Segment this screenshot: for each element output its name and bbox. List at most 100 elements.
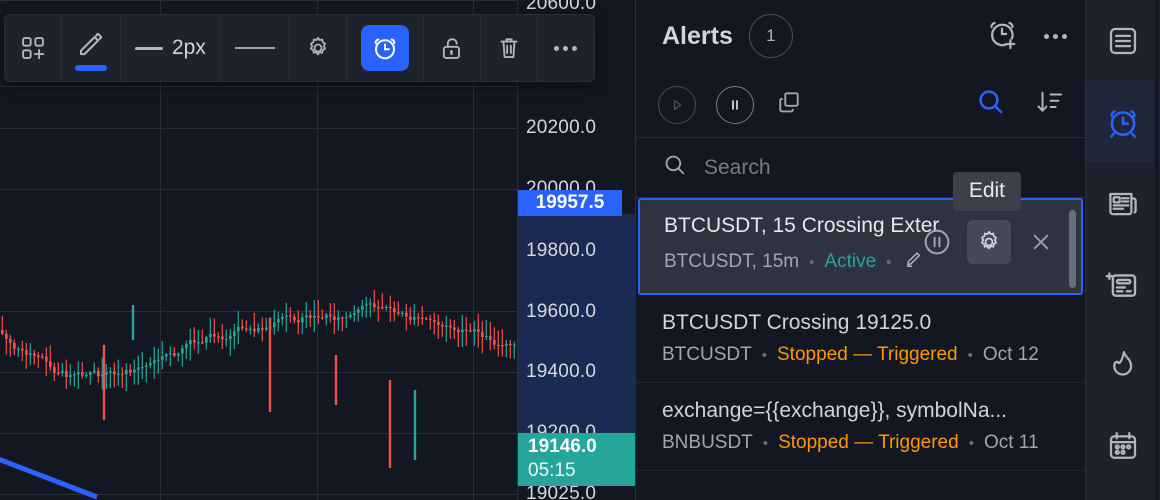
price-axis-tick: 19400.0 <box>526 361 597 382</box>
alert-list-item[interactable]: exchange={{exchange}}, symbolNa... BNBUSD… <box>636 383 1085 471</box>
alert-row-actions: Edit <box>915 172 1063 264</box>
news-icon <box>1109 192 1137 215</box>
chart-gridline-h <box>0 311 517 312</box>
alert-title: BTCUSDT Crossing 19125.0 <box>662 311 932 334</box>
hotlist-flame-icon <box>1113 350 1133 375</box>
sidebar-item-news[interactable] <box>1086 162 1160 243</box>
alarm-clock-icon <box>374 38 396 60</box>
alert-list-item[interactable]: BTCUSDT, 15 Crossing Exter BTCUSDT, 15m • A… <box>638 172 1083 295</box>
chart-gridline-h <box>0 433 517 434</box>
more-dots-icon <box>554 45 578 51</box>
alert-symbol: BTCUSDT <box>662 344 752 365</box>
stop-all-button[interactable] <box>716 85 754 124</box>
meta-separator: • <box>968 434 974 452</box>
chart-gridline-h <box>0 86 517 87</box>
play-icon <box>673 99 682 110</box>
alert-status: Stopped — Triggered <box>778 432 959 453</box>
line-width-preview-icon <box>135 46 163 50</box>
alerts-search-row <box>636 138 1085 198</box>
alerts-toolbar-left <box>658 85 804 124</box>
trash-icon <box>500 38 518 59</box>
gear-icon <box>309 36 326 56</box>
search-toggle-button[interactable] <box>975 86 1007 123</box>
last-price-value: 19146.0 <box>528 436 597 457</box>
alert-status: Stopped — Triggered <box>777 344 958 365</box>
sidebar-item-data-window[interactable] <box>1086 243 1160 324</box>
lock-button[interactable] <box>424 15 481 81</box>
settings-button[interactable] <box>290 15 347 81</box>
alerts-toolbar <box>636 72 1085 138</box>
alerts-list: BTCUSDT, 15 Crossing Exter BTCUSDT, 15m • A… <box>636 172 1085 471</box>
edit-tooltip: Edit <box>952 172 1021 211</box>
sort-descending-icon <box>1037 91 1063 112</box>
sidebar-item-alerts[interactable] <box>1086 81 1160 162</box>
restart-inactive-button[interactable] <box>658 85 696 124</box>
rail-scrollbar[interactable] <box>1155 0 1159 500</box>
alert-title: exchange={{exchange}}, symbolNa... <box>662 399 1008 422</box>
alert-status: Active <box>824 251 877 272</box>
pause-icon <box>732 99 738 110</box>
more-dots-icon <box>1044 33 1067 39</box>
meta-separator: • <box>886 253 892 271</box>
meta-separator: • <box>967 346 973 364</box>
meta-separator: • <box>762 434 769 452</box>
alert-list-item[interactable]: BTCUSDT Crossing 19125.0 BTCUSDT • Stopped … <box>636 295 1085 383</box>
add-template-button[interactable] <box>5 15 62 81</box>
alert-meta: BTCUSDT • Stopped — Triggered • Oct 12 <box>662 344 1085 366</box>
search-icon <box>979 90 1003 114</box>
alert-meta: BNBUSDT • Stopped — Triggered • Oct 11 <box>662 432 1085 454</box>
sidebar-item-hotlist[interactable] <box>1086 324 1160 405</box>
candlestick-series <box>1 290 516 468</box>
clone-button[interactable] <box>774 87 804 122</box>
create-alert-button[interactable] <box>984 16 1020 57</box>
price-axis-tick: 19025.0 <box>526 483 597 500</box>
alarm-clock-icon <box>1110 109 1136 138</box>
copy-icon <box>779 92 799 113</box>
chart-gridline-h <box>0 189 517 190</box>
alert-pencil-icon[interactable] <box>901 247 925 277</box>
last-price-label: BTCUSDT 19146.0 05:15 <box>518 433 635 486</box>
sort-button[interactable] <box>1035 87 1065 122</box>
alerts-header-actions <box>984 16 1067 57</box>
alarm-clock-plus-icon <box>990 21 1016 49</box>
alerts-toolbar-right <box>975 86 1065 123</box>
alert-date: Oct 12 <box>982 344 1039 365</box>
alert-pause-button[interactable] <box>915 220 959 264</box>
line-color-button[interactable] <box>62 15 121 81</box>
line-width-button[interactable]: 2px <box>121 15 221 81</box>
chart-gridline-v <box>160 0 161 500</box>
alert-meta: BTCUSDT, 15m • Active • <box>664 247 1081 277</box>
price-axis-selection <box>518 214 635 442</box>
line-width-label: 2px <box>172 36 206 59</box>
sidebar-item-watchlist[interactable] <box>1086 0 1160 81</box>
chart-gridline-v <box>317 0 318 500</box>
line-style-button[interactable] <box>221 15 290 81</box>
chart-gridline-h <box>0 128 517 129</box>
alert-title: BTCUSDT, 15 Crossing Exter <box>664 214 940 237</box>
add-alert-button[interactable] <box>347 15 424 81</box>
sidebar-item-calendar[interactable] <box>1086 405 1160 486</box>
meta-separator: • <box>809 253 815 271</box>
data-window-icon <box>1105 271 1137 297</box>
unlock-padlock-icon <box>442 38 460 59</box>
price-axis-tick: 19800.0 <box>526 240 597 261</box>
calendar-icon <box>1109 431 1137 459</box>
template-grid-plus-icon <box>22 37 45 60</box>
price-chart[interactable] <box>0 0 517 500</box>
alert-date: Oct 11 <box>983 432 1039 453</box>
alerts-list-scrollbar[interactable] <box>1069 210 1076 288</box>
alert-delete-button[interactable] <box>1019 220 1063 264</box>
trendline-drawing[interactable] <box>0 0 517 500</box>
alert-active-highlight <box>360 25 409 71</box>
last-price-time: 05:15 <box>528 460 576 481</box>
price-axis-tick: 20600.0 <box>526 0 597 14</box>
delete-button[interactable] <box>481 15 538 81</box>
crosshair-price-badge: 19957.5 <box>518 190 622 216</box>
toolbar-more-button[interactable] <box>538 15 594 81</box>
pencil-icon <box>80 32 103 56</box>
alerts-more-button[interactable] <box>1044 33 1067 39</box>
alerts-panel-header: Alerts 1 <box>636 0 1085 72</box>
alert-edit-button[interactable] <box>967 220 1011 264</box>
price-axis[interactable]: 20600.0 20200.0 20000.0 19800.0 19600.0 19400… <box>517 0 635 500</box>
